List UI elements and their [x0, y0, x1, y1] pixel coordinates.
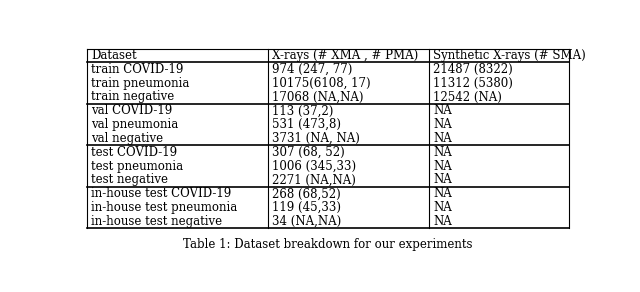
Text: train COVID-19: train COVID-19	[92, 63, 184, 76]
Text: NA: NA	[433, 201, 452, 214]
Text: test COVID-19: test COVID-19	[92, 146, 177, 159]
Text: 11312 (5380): 11312 (5380)	[433, 77, 513, 90]
Text: 268 (68,52): 268 (68,52)	[272, 187, 340, 200]
Text: 307 (68, 52): 307 (68, 52)	[272, 146, 344, 159]
Text: 10175(6108, 17): 10175(6108, 17)	[272, 77, 371, 90]
Text: 21487 (8322): 21487 (8322)	[433, 63, 513, 76]
Text: val negative: val negative	[92, 132, 164, 145]
Text: train pneumonia: train pneumonia	[92, 77, 190, 90]
Text: Synthetic X-rays (# SMA): Synthetic X-rays (# SMA)	[433, 49, 586, 62]
Text: in-house test negative: in-house test negative	[92, 215, 223, 228]
Text: NA: NA	[433, 118, 452, 131]
Text: 17068 (NA,NA): 17068 (NA,NA)	[272, 91, 364, 103]
Text: NA: NA	[433, 160, 452, 173]
Text: NA: NA	[433, 215, 452, 228]
Text: NA: NA	[433, 132, 452, 145]
Text: Dataset: Dataset	[92, 49, 137, 62]
Text: test pneumonia: test pneumonia	[92, 160, 184, 173]
Text: in-house test COVID-19: in-house test COVID-19	[92, 187, 232, 200]
Text: NA: NA	[433, 104, 452, 117]
Text: 113 (37,2): 113 (37,2)	[272, 104, 333, 117]
Text: NA: NA	[433, 173, 452, 187]
Text: 119 (45,33): 119 (45,33)	[272, 201, 341, 214]
Text: train negative: train negative	[92, 91, 175, 103]
Text: 34 (NA,NA): 34 (NA,NA)	[272, 215, 341, 228]
Text: test negative: test negative	[92, 173, 168, 187]
Text: val COVID-19: val COVID-19	[92, 104, 173, 117]
Text: 974 (247, 77): 974 (247, 77)	[272, 63, 352, 76]
Text: 3731 (NA, NA): 3731 (NA, NA)	[272, 132, 360, 145]
Text: NA: NA	[433, 187, 452, 200]
Text: 12542 (NA): 12542 (NA)	[433, 91, 502, 103]
Text: 1006 (345,33): 1006 (345,33)	[272, 160, 356, 173]
Text: X-rays (# XMA , # PMA): X-rays (# XMA , # PMA)	[272, 49, 418, 62]
Text: val pneumonia: val pneumonia	[92, 118, 179, 131]
Text: in-house test pneumonia: in-house test pneumonia	[92, 201, 237, 214]
Text: Table 1: Dataset breakdown for our experiments: Table 1: Dataset breakdown for our exper…	[183, 238, 473, 251]
Text: NA: NA	[433, 146, 452, 159]
Text: 2271 (NA,NA): 2271 (NA,NA)	[272, 173, 356, 187]
Text: 531 (473,8): 531 (473,8)	[272, 118, 341, 131]
